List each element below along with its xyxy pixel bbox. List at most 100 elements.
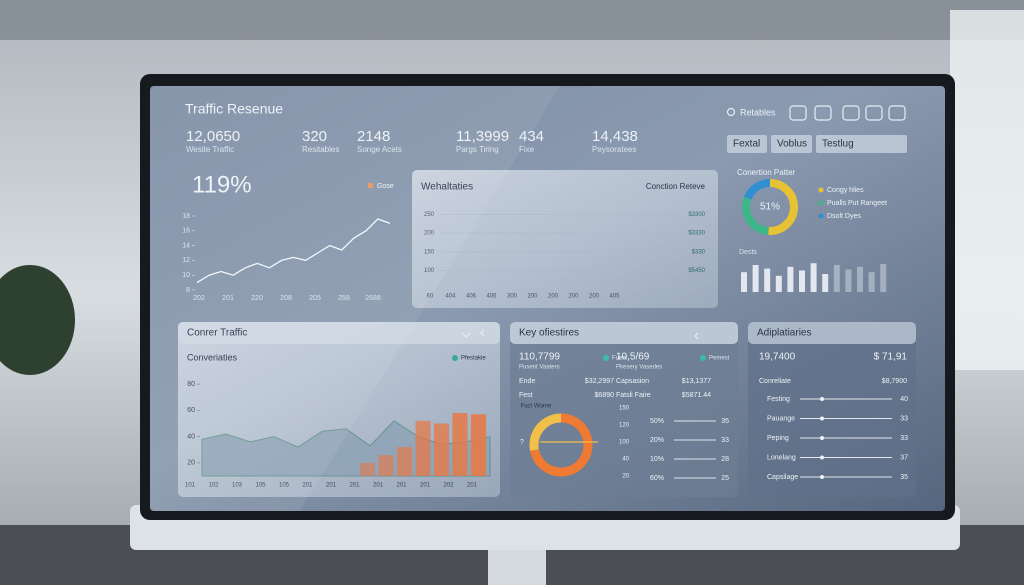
panel-title: Conrer Traffic — [187, 328, 247, 339]
slider-knob[interactable] — [820, 436, 824, 440]
legend-dot — [818, 187, 824, 193]
slider-value: 33 — [900, 415, 908, 422]
icon-button[interactable] — [842, 105, 860, 121]
row-label: Ende — [519, 378, 535, 385]
scale-label: 100 — [619, 440, 630, 446]
row-label: Conreliate — [759, 378, 791, 385]
row-label: Fest — [519, 392, 533, 399]
y2-tick-label: $330 — [692, 249, 706, 255]
slider-knob[interactable] — [820, 416, 824, 421]
y2-tick-label: $5450 — [688, 268, 705, 274]
legend-dot — [452, 355, 458, 361]
legend-dot — [818, 213, 824, 219]
icon-button[interactable] — [814, 105, 832, 121]
kpi-value: 11,3999 — [456, 128, 509, 145]
y-tick-label: 80 — [187, 381, 195, 388]
y-tick-label: 40 — [187, 433, 195, 440]
y-tick-label: 14 — [182, 242, 190, 249]
tab[interactable] — [816, 135, 907, 153]
bar — [845, 269, 852, 292]
big-metric: 119% — [192, 171, 252, 198]
x-tick-label: 220 — [251, 295, 263, 302]
y-tick-label: 18 — [182, 213, 190, 220]
scale-label: 150 — [619, 406, 630, 412]
tab[interactable] — [727, 135, 767, 153]
kpi-label: Pargs Tiring — [456, 145, 499, 154]
panel-header — [748, 322, 916, 344]
gauge-label: 60% — [650, 475, 664, 482]
scale-label: 40 — [622, 457, 629, 463]
legend-label: Gose — [377, 183, 394, 190]
search-icon[interactable] — [726, 107, 736, 117]
slider-label: Festing — [767, 396, 790, 403]
donut-segment — [768, 179, 798, 235]
legend-label: Dsolt Dyes — [827, 213, 861, 220]
slider-label: Peping — [767, 435, 789, 442]
stat-tag: Pemest — [709, 356, 730, 362]
slider-value: 35 — [900, 474, 908, 481]
row-label: Capsasion — [616, 378, 649, 385]
x-tick-label: 103 — [232, 483, 243, 489]
x-tick-label: 205 — [309, 295, 321, 302]
x-tick-label: 201 — [302, 483, 313, 489]
x-tick-label: 201 — [467, 483, 478, 489]
bar — [764, 268, 771, 292]
legend-swatch — [368, 183, 373, 188]
bar — [360, 462, 375, 476]
donut-label: Fuct Worne — [521, 404, 553, 410]
gauge-label: 20% — [650, 437, 664, 444]
panel — [412, 170, 718, 308]
bar — [833, 265, 840, 292]
slider-label: Pauange — [767, 415, 795, 422]
gauge-value: 25 — [721, 475, 729, 482]
kpi-label: Peysoratees — [592, 145, 636, 154]
kpi-value: 434 — [519, 128, 544, 145]
donut-segment — [529, 413, 562, 451]
gauge-label: 50% — [650, 418, 664, 425]
x-tick-label: 200 — [527, 294, 538, 300]
tab-label[interactable]: Testlug — [822, 139, 854, 150]
y-tick-label: 8 — [186, 287, 190, 294]
legend-label: Congy hlies — [827, 187, 864, 194]
bar — [741, 272, 747, 292]
tab[interactable] — [771, 135, 812, 153]
kpi-label: Resitables — [302, 145, 339, 154]
y-tick-label: 100 — [424, 268, 435, 274]
panel-subtitle: Converiaties — [187, 352, 238, 362]
kpi-value: 320 — [302, 128, 327, 145]
x-tick-label: 405 — [609, 294, 620, 300]
window — [950, 10, 1024, 370]
legend-dot — [603, 355, 609, 361]
icon-button[interactable] — [789, 105, 807, 121]
tab-label[interactable]: Fextal — [733, 139, 760, 150]
y-tick-label: 10 — [182, 272, 190, 279]
legend-label: Pfestakie — [461, 356, 486, 362]
page-title: Traffic Resenue — [185, 101, 283, 117]
slider-knob[interactable] — [820, 475, 824, 479]
bar — [434, 423, 449, 476]
bar — [799, 270, 805, 292]
slider-value: 33 — [900, 435, 908, 442]
panel — [510, 322, 738, 497]
marker: ? — [520, 439, 524, 446]
kpi-value: 12,0650 — [186, 128, 240, 145]
stat-amount: $ 71,91 — [874, 352, 908, 363]
bar — [415, 420, 431, 476]
x-tick-label: 202 — [443, 483, 454, 489]
kpi-label: Wesite Traffic — [186, 145, 234, 154]
tab-label[interactable]: Voblus — [777, 139, 807, 150]
y-tick-label: 60 — [187, 407, 195, 414]
stat-label: Pusent Vaaters — [519, 365, 560, 371]
ceiling — [0, 0, 1024, 40]
search-label[interactable]: Retables — [740, 107, 776, 117]
bar — [810, 263, 817, 292]
chart-label: Dests — [739, 249, 757, 256]
donut-segment — [530, 413, 593, 477]
donut-segment — [742, 196, 770, 235]
slider-knob[interactable] — [820, 455, 824, 460]
icon-button[interactable] — [888, 105, 906, 121]
slider-knob[interactable] — [820, 397, 824, 401]
x-tick-label: 201 — [396, 483, 407, 489]
icon-button[interactable] — [865, 105, 883, 121]
bar — [787, 266, 794, 292]
